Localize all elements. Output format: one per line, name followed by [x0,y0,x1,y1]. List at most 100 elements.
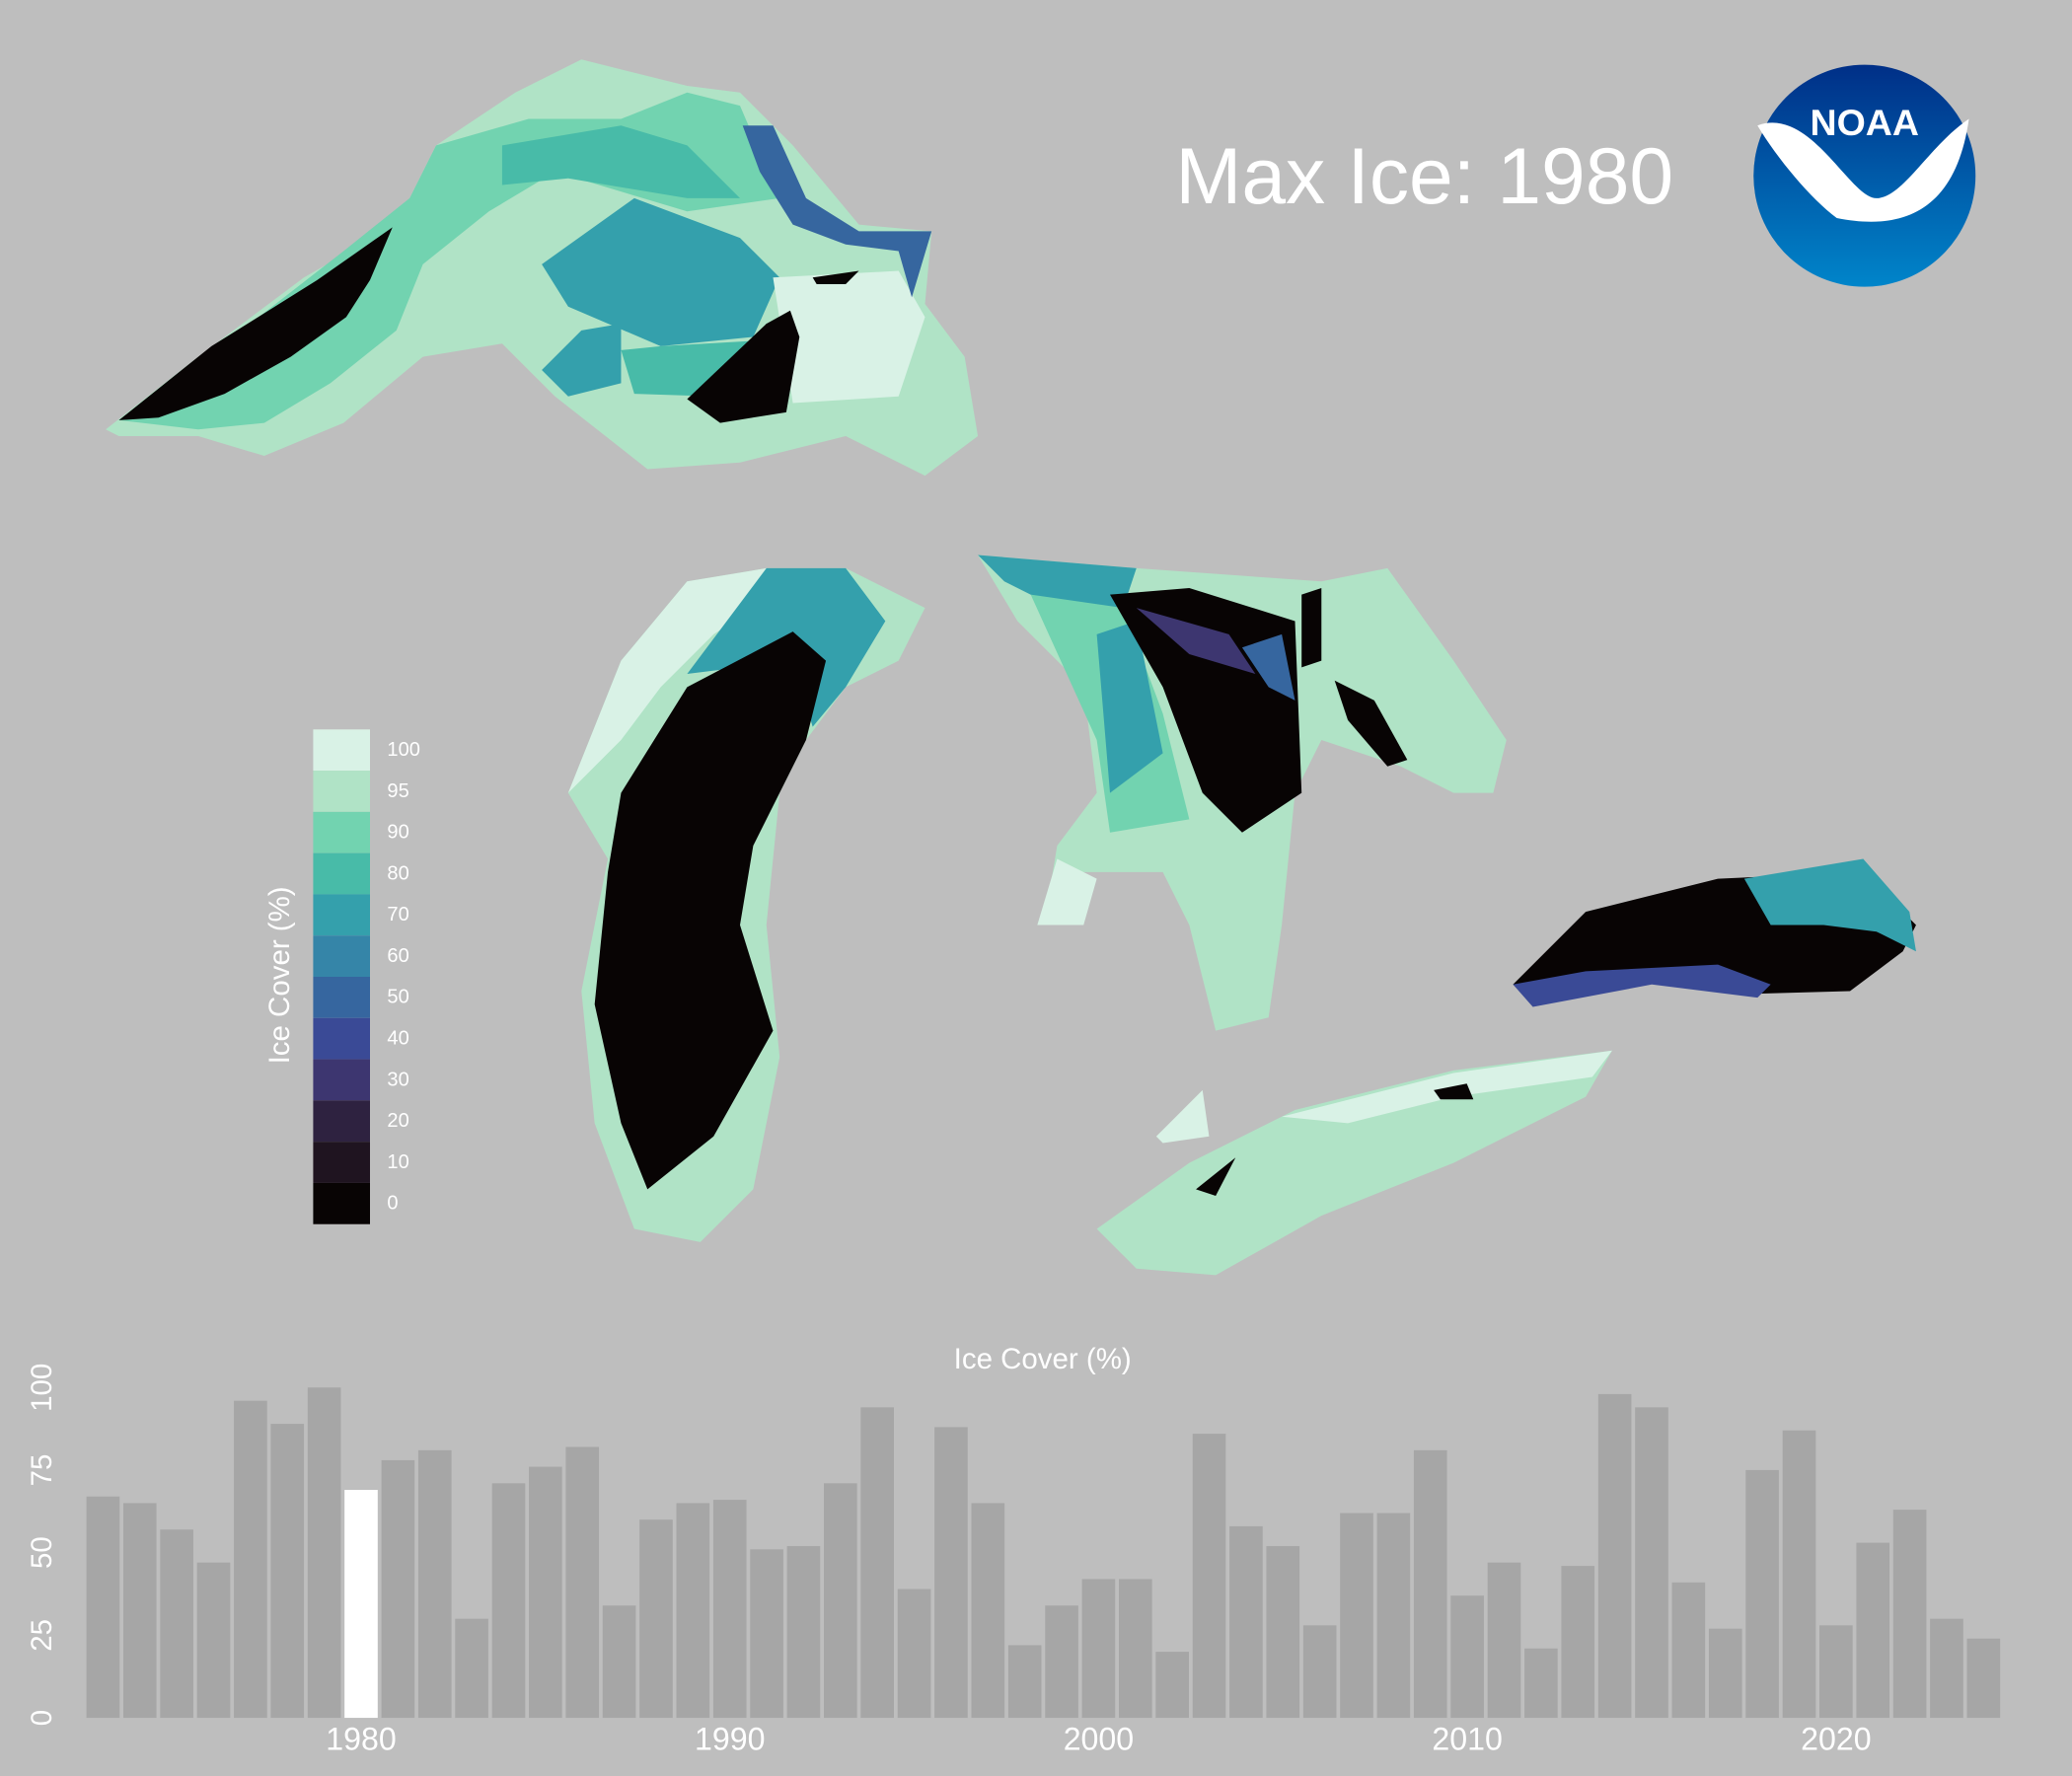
legend-swatch [313,977,370,1018]
ice-region [812,270,859,284]
legend-label: 50 [387,987,408,1008]
bar [971,1503,1005,1719]
bar [1450,1595,1484,1719]
ice-region [594,631,827,1190]
bar [565,1446,600,1719]
ice-region [1096,621,1163,793]
bar-chart: Ice Cover (%) 0 25 50 75 100 1980 1990 2000 2010… [26,1343,2001,1757]
bar [1266,1545,1300,1719]
x-tick-label: 2000 [1064,1722,1134,1757]
bar [750,1549,783,1719]
bar [1413,1449,1447,1719]
legend-label: 60 [387,945,408,967]
bar [786,1545,821,1719]
legend-swatch [313,771,370,812]
ice-region [773,270,925,404]
ice-region [1136,608,1256,675]
bar [1856,1542,1890,1719]
legend-label: 10 [387,1151,408,1173]
bar [824,1483,857,1719]
bar [86,1496,120,1719]
ice-region [1301,587,1322,668]
bar [639,1519,673,1719]
ice-region [1196,1157,1236,1197]
bar [1118,1579,1152,1719]
bar [1745,1469,1779,1719]
legend-swatch [313,935,370,977]
bar [1302,1625,1337,1719]
bar [122,1503,157,1719]
y-tick-label: 50 [26,1536,58,1569]
ice-region [501,125,740,198]
bar [1045,1605,1078,1719]
bar [1782,1430,1816,1719]
bar [1561,1566,1595,1719]
y-tick-label: 25 [26,1619,58,1652]
bar [529,1466,562,1719]
legend-swatch [313,1017,370,1060]
y-tick-label: 100 [26,1364,58,1412]
bar [1635,1407,1668,1719]
bar [417,1449,452,1719]
legend-label: 80 [387,862,408,884]
ice-region [542,324,622,397]
bar [381,1459,415,1719]
legend-swatch [313,894,370,936]
bar [455,1618,488,1719]
legend-label: 0 [387,1193,398,1215]
x-tick-label: 1980 [326,1722,396,1757]
bar [712,1500,747,1719]
legend-swatch [313,729,370,772]
legend-label: 20 [387,1110,408,1132]
bar [1229,1525,1263,1719]
legend-label: 90 [387,822,408,844]
bar [1671,1582,1706,1719]
x-tick-label: 1990 [695,1722,765,1757]
bar [860,1407,895,1719]
legend-label: 95 [387,780,408,802]
legend-swatch [313,811,370,853]
bar [196,1562,231,1719]
bar [1524,1648,1558,1719]
bar [1819,1625,1853,1719]
ice-region [1434,1083,1474,1100]
lake-map [106,59,1916,1276]
legend-swatch [313,852,370,895]
ice-region [687,310,800,423]
legend-swatch [313,1182,370,1224]
legend-swatch [313,1100,370,1143]
bar [1966,1638,2001,1719]
ice-region [978,555,1137,609]
bar [934,1427,968,1719]
ice-region [118,227,393,420]
ice-region [1282,1050,1612,1124]
y-tick-label: 0 [26,1710,58,1726]
ice-region [1743,858,1916,952]
bar [1192,1434,1226,1719]
bar [1708,1628,1742,1719]
ice-region [1037,858,1097,925]
x-tick-label: 2020 [1801,1722,1871,1757]
legend-label: 40 [387,1028,408,1050]
ice-region [1241,633,1295,701]
bar [897,1589,931,1719]
bar [1340,1513,1373,1719]
bar [1376,1513,1411,1719]
legend-swatch [313,1059,370,1101]
lake-erie [1096,1050,1612,1276]
bar [1155,1652,1189,1719]
title: Max Ice: 1980 [1175,132,1673,221]
legend-title: Ice Cover (%) [263,886,296,1064]
logo-text: NOAA [1811,102,1919,143]
legend-label: 30 [387,1069,408,1090]
logo-circle [1753,64,1976,287]
bar [344,1490,378,1719]
bar [1007,1645,1042,1719]
ice-region [1334,680,1408,767]
x-tick-label: 2010 [1432,1722,1502,1757]
bar [1930,1618,1963,1719]
ice-region [542,197,780,346]
